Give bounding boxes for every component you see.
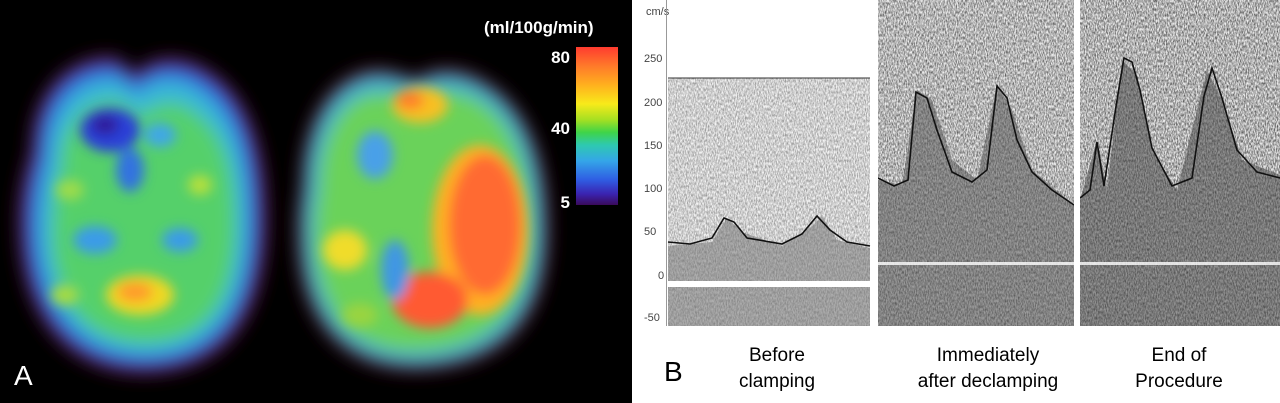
y-tick-0: 0 xyxy=(658,270,665,282)
doppler-spectra xyxy=(667,0,1280,326)
pet-cbf-panel: (ml/100g/min) 80 40 5 A xyxy=(0,0,632,403)
colorbar-tick-40: 40 xyxy=(551,119,570,138)
brain-scan-left xyxy=(17,55,550,376)
colorbar-tick-5: 5 xyxy=(560,193,570,212)
y-tick-neg50: -50 xyxy=(644,312,660,324)
y-axis-unit: cm/s xyxy=(646,6,670,18)
y-tick-250: 250 xyxy=(644,53,663,65)
colorbar-unit-label: (ml/100g/min) xyxy=(484,18,594,37)
y-tick-200: 200 xyxy=(644,97,663,109)
colorbar-tick-80: 80 xyxy=(551,48,570,67)
y-tick-100: 100 xyxy=(644,183,663,195)
panel-b-label: B xyxy=(664,356,683,387)
y-axis-line xyxy=(666,0,667,326)
spectrum-end-of-procedure xyxy=(1079,0,1280,326)
y-tick-150: 150 xyxy=(644,140,663,152)
y-tick-50: 50 xyxy=(644,226,657,238)
spectrum-after-declamping xyxy=(877,0,1075,326)
caption-end-of-procedure: End of Procedure xyxy=(1135,345,1223,392)
panel-a-label: A xyxy=(14,360,33,391)
caption-after-declamping: Immediately after declamping xyxy=(917,345,1059,392)
caption-before-clamping: Before clamping xyxy=(738,345,816,392)
spectrum-before-clamping xyxy=(667,77,871,326)
cbf-colorbar xyxy=(576,47,618,205)
doppler-panel: cm/s 250 200 150 100 50 0 -50 xyxy=(632,0,1280,403)
